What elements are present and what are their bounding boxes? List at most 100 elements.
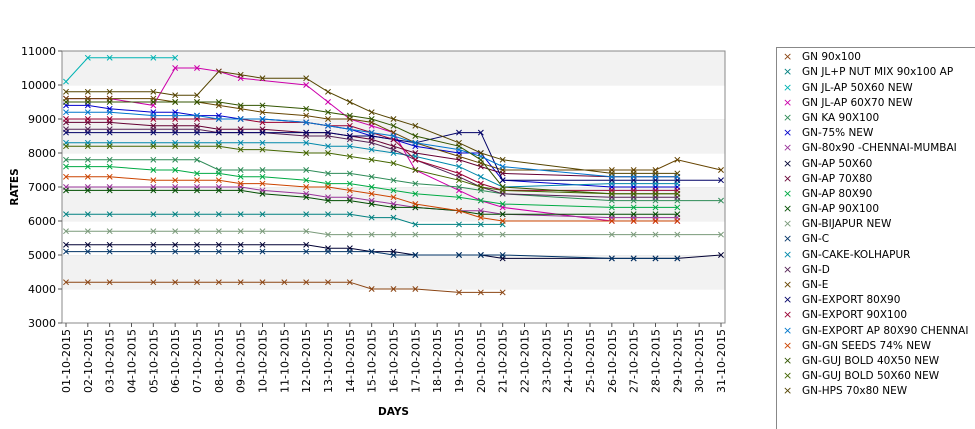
legend-item: × GN-75% NEW [777, 126, 975, 140]
data-point [215, 279, 222, 286]
series-10 [63, 187, 681, 218]
data-point [84, 143, 91, 150]
x-tick-label: 20-10-2015 [475, 329, 488, 393]
data-point [499, 156, 506, 163]
x-tick-label: 02-10-2015 [82, 329, 95, 393]
x-tick-label: 16-10-2015 [388, 329, 401, 393]
data-point [303, 279, 310, 286]
data-point [674, 211, 681, 218]
data-point [237, 102, 244, 109]
legend-item: × GN KA 90X100 [777, 110, 975, 124]
data-point [477, 197, 484, 204]
chart-svg: 3000 4000 5000 6000 7000 8000 9000 10000 11000 0… [9, 45, 728, 418]
series-2 [63, 54, 179, 85]
data-point [608, 211, 615, 218]
legend-marker-icon: × [783, 247, 793, 261]
data-point [368, 184, 375, 190]
data-point [259, 241, 266, 248]
data-point [259, 102, 266, 109]
data-point [259, 167, 266, 173]
data-point [172, 143, 179, 150]
y-tick-label: 11000 [21, 45, 56, 58]
data-point [303, 194, 310, 201]
data-point [303, 167, 310, 173]
data-point [303, 241, 310, 248]
data-point [325, 279, 331, 286]
data-point [150, 167, 157, 173]
data-point [412, 167, 419, 173]
data-point [390, 231, 397, 238]
series-line [66, 142, 678, 188]
data-point [172, 177, 179, 184]
legend-label: GN-75% NEW [802, 127, 874, 140]
legend-marker-icon: × [783, 126, 793, 140]
data-point [412, 122, 419, 129]
legend-label: GN-AP 80X90 [802, 187, 873, 200]
x-tick-label: 10-10-2015 [257, 329, 270, 393]
data-point [150, 241, 157, 248]
data-point [150, 156, 157, 163]
data-point [346, 153, 353, 160]
data-point [325, 211, 331, 218]
data-point [412, 139, 419, 146]
y-tick-label: 9000 [28, 113, 56, 126]
data-point [215, 68, 222, 75]
data-point [652, 231, 659, 238]
data-point [346, 112, 353, 119]
y-tick-label: 6000 [28, 215, 56, 228]
data-point [215, 187, 222, 194]
data-point [259, 139, 266, 146]
data-point [84, 241, 91, 248]
data-point [172, 248, 179, 255]
data-point [84, 187, 91, 194]
data-point [412, 252, 419, 258]
data-point [259, 228, 266, 235]
data-point [150, 99, 157, 105]
legend-label: GN-80x90 -CHENNAI-MUMBAI [802, 142, 957, 155]
data-point [346, 170, 353, 177]
legend-item: × GN-EXPORT 80X90 [777, 294, 975, 307]
data-point [499, 187, 506, 194]
legend-label: GN-CAKE-KOLHAPUR [802, 248, 911, 261]
data-point [477, 221, 484, 228]
legend-marker-icon: × [783, 50, 793, 64]
data-point [172, 99, 179, 105]
data-point [63, 78, 69, 85]
data-point [194, 248, 200, 255]
data-point [259, 109, 266, 116]
data-point [237, 187, 244, 194]
legend-marker-icon: × [783, 353, 793, 367]
series-1 [63, 211, 506, 228]
legend-item: × GN-AP 70X80 [777, 172, 975, 185]
legend-marker-icon: × [783, 110, 793, 124]
data-point [652, 211, 659, 218]
data-point [325, 150, 331, 156]
data-point [346, 180, 353, 187]
data-point [215, 170, 222, 177]
x-tick-label: 17-10-2015 [409, 329, 422, 393]
legend-label: GN-EXPORT 80X90 [802, 294, 901, 307]
data-point [63, 279, 69, 286]
data-point [150, 187, 157, 194]
series-line [66, 189, 678, 215]
legend-marker-icon: × [783, 338, 793, 352]
data-point [84, 129, 91, 136]
data-point [477, 252, 484, 258]
x-tick-label: 19-10-2015 [453, 329, 466, 393]
legend-item: × GN 90x100 [777, 50, 975, 64]
data-point [390, 214, 397, 221]
data-point [63, 211, 69, 218]
legend-marker-icon: × [783, 156, 793, 170]
data-point [84, 99, 91, 105]
data-point [259, 146, 266, 153]
data-point [477, 214, 484, 221]
series-line [66, 186, 678, 219]
data-point [346, 143, 353, 150]
legend-label: GN-BIJAPUR NEW [802, 218, 892, 231]
data-point [368, 286, 375, 292]
data-point [674, 231, 681, 238]
data-point [150, 54, 157, 61]
data-point [368, 109, 375, 116]
data-point [674, 170, 681, 177]
series-9 [63, 163, 681, 211]
